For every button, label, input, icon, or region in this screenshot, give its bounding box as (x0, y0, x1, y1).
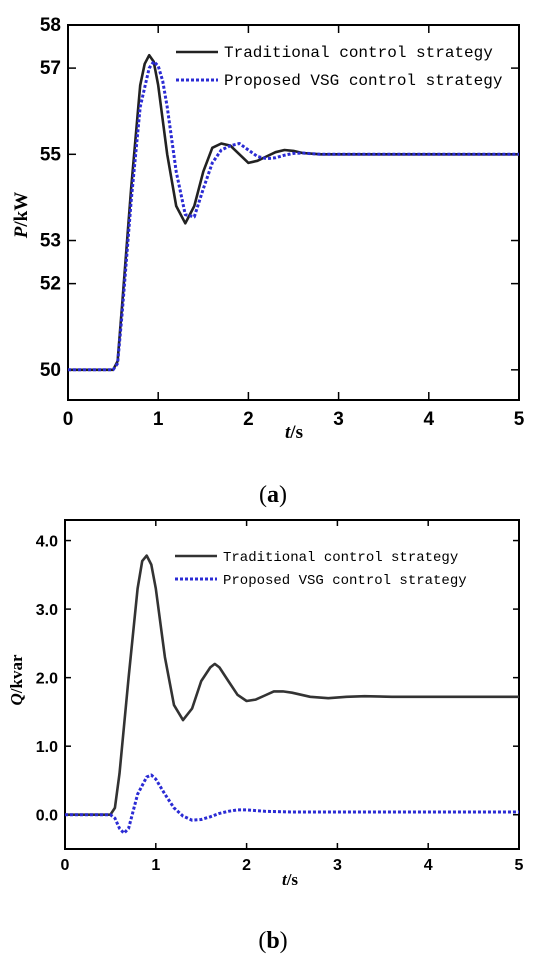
y-tick-label-b: 1.0 (36, 739, 58, 756)
x-tick-label-b: 5 (515, 857, 524, 874)
y-axis-var-b: Q (7, 693, 26, 705)
x-tick-label-b: 1 (151, 857, 160, 874)
legend-label-b-2: Proposed VSG control strategy (223, 573, 467, 589)
panel-label-a: (a) (259, 482, 287, 508)
x-axis-var-b: t (282, 870, 288, 889)
y-tick-label-b: 2.0 (36, 671, 58, 688)
x-tick-label-b: 3 (333, 857, 342, 874)
panel-letter-b: b (266, 928, 279, 954)
y-tick-label-a: 50 (40, 360, 61, 381)
series-line-b-2 (65, 773, 519, 835)
y-axis-label-a: P/kW (11, 192, 32, 239)
x-tick-label-b: 0 (61, 857, 70, 874)
x-axis-label-b: t/s (282, 870, 298, 889)
y-axis-label-b: Q/kvar (7, 654, 26, 705)
panel-letter-a: a (267, 482, 279, 508)
x-tick-label-a: 5 (514, 409, 525, 430)
legend-label-b-1: Traditional control strategy (223, 550, 458, 566)
y-tick-label-b: 0.0 (36, 808, 58, 825)
x-tick-label-a: 4 (424, 409, 435, 430)
x-tick-label-a: 3 (333, 409, 344, 430)
x-axis-unit-a: /s (289, 422, 303, 443)
legend-label-a-1: Traditional control strategy (224, 44, 493, 62)
series-line-b-1 (65, 554, 519, 817)
x-tick-label-b: 2 (242, 857, 251, 874)
series-line-a-2 (68, 60, 519, 372)
y-tick-label-a: 55 (40, 144, 62, 165)
y-tick-label-b: 3.0 (36, 602, 58, 619)
x-tick-label-a: 2 (243, 409, 254, 430)
y-axis-unit-b: /kvar (7, 654, 26, 694)
y-tick-label-b: 4.0 (36, 534, 58, 551)
chart-b: 0 1 2 3 4 5 0.0 1.0 2.0 3.0 4.0 Traditional contro… (7, 519, 524, 954)
x-axis-label-a: t/s (285, 422, 303, 443)
x-tick-label-b: 4 (424, 857, 433, 874)
y-tick-label-a: 57 (40, 58, 61, 79)
x-axis-unit-b: /s (286, 870, 299, 889)
x-tick-label-a: 0 (63, 409, 74, 430)
legend-label-a-2: Proposed VSG control strategy (224, 72, 503, 90)
y-axis-unit-a: /kW (11, 192, 32, 228)
plot-frame-a (67, 24, 520, 401)
y-tick-label-a: 53 (40, 231, 61, 252)
x-axis-var-a: t (285, 422, 291, 443)
chart-a: 0 1 2 3 4 5 50 52 53 55 57 58 Traditional control s… (11, 15, 525, 508)
panel-label-b: (b) (258, 928, 287, 954)
y-tick-label-a: 58 (40, 15, 61, 36)
x-tick-label-a: 1 (153, 409, 164, 430)
y-tick-label-a: 52 (40, 274, 61, 295)
series-line-a-1 (68, 53, 519, 372)
y-axis-var-a: P (11, 226, 32, 239)
plot-frame-b (64, 519, 520, 850)
